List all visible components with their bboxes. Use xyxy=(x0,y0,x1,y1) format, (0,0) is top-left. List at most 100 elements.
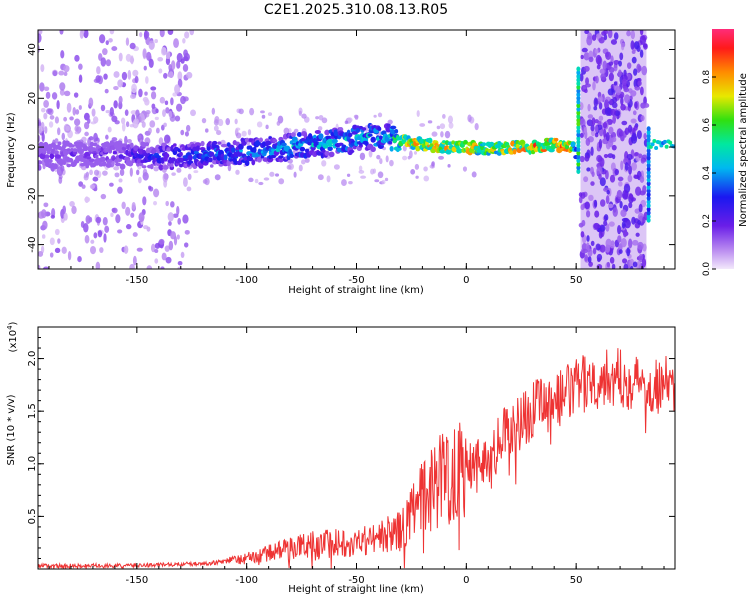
noise-blob xyxy=(583,52,590,61)
ridge-cell xyxy=(121,146,127,151)
noise-blob xyxy=(606,261,611,268)
noise-blob xyxy=(248,177,254,183)
ridge-cell xyxy=(138,162,144,167)
noise-blob xyxy=(78,105,82,110)
noise-blob xyxy=(471,171,477,178)
noise-blob xyxy=(597,257,601,263)
ridge-cell xyxy=(47,162,54,169)
ridge-cell xyxy=(194,142,202,148)
y-tick-label: -20 xyxy=(27,188,38,204)
noise-blob xyxy=(620,160,624,171)
ridge-cell xyxy=(576,106,581,112)
noise-blob xyxy=(132,255,137,266)
ridge-cell xyxy=(243,156,248,161)
noise-blob xyxy=(594,124,599,133)
noise-blob xyxy=(622,189,629,200)
noise-blob xyxy=(65,125,70,132)
ridge-cell xyxy=(220,143,228,148)
ridge-cell xyxy=(338,142,344,146)
noise-blob xyxy=(275,173,280,177)
noise-blob xyxy=(225,118,231,126)
snr-scale-label: (x104) xyxy=(6,321,19,352)
noise-blob xyxy=(105,40,109,46)
noise-blob xyxy=(114,172,120,178)
noise-blob xyxy=(621,120,628,126)
noise-blob xyxy=(628,165,632,175)
ridge-cell xyxy=(251,159,256,166)
noise-blob xyxy=(125,224,132,230)
noise-blob xyxy=(167,212,174,222)
noise-blob xyxy=(580,231,585,238)
ridge-cell xyxy=(137,153,145,159)
noise-blob xyxy=(619,52,624,61)
noise-blob xyxy=(146,265,153,269)
noise-blob xyxy=(267,112,273,116)
noise-blob xyxy=(97,230,103,238)
noise-blob xyxy=(599,224,606,232)
noise-blob xyxy=(624,219,631,229)
noise-blob xyxy=(620,209,627,217)
ridge-cell xyxy=(258,137,264,143)
noise-blob xyxy=(102,170,108,176)
noise-blob xyxy=(605,244,611,253)
ridge-cell xyxy=(576,132,581,138)
ridge-cell xyxy=(206,146,211,151)
ridge-cell xyxy=(88,158,95,163)
noise-blob xyxy=(603,214,609,221)
ridge-cell xyxy=(576,81,581,87)
ridge-cell xyxy=(396,147,402,151)
noise-blob xyxy=(613,81,618,86)
noise-blob xyxy=(131,201,136,210)
noise-blob xyxy=(43,266,50,269)
noise-blob xyxy=(115,214,121,224)
ridge-cell xyxy=(646,170,651,176)
noise-blob xyxy=(623,263,629,269)
ridge-cell xyxy=(576,154,581,160)
noise-blob xyxy=(617,69,622,78)
ridge-cell xyxy=(239,148,243,153)
noise-blob xyxy=(448,122,454,129)
noise-blob xyxy=(211,107,216,115)
ridge-cell xyxy=(512,148,517,155)
ridge-cell xyxy=(99,156,106,163)
noise-blob xyxy=(579,155,585,163)
ridge-cell xyxy=(576,117,581,123)
noise-blob xyxy=(598,36,605,44)
noise-blob xyxy=(93,232,98,239)
noise-blob xyxy=(260,110,265,114)
noise-blob xyxy=(105,59,112,67)
noise-blob xyxy=(384,177,389,182)
noise-blob xyxy=(74,54,80,62)
noise-blob xyxy=(444,130,451,139)
noise-blob xyxy=(163,134,171,144)
noise-blob xyxy=(173,38,179,49)
noise-blob xyxy=(132,232,138,237)
noise-blob xyxy=(341,179,347,187)
noise-blob xyxy=(50,214,56,219)
noise-blob xyxy=(598,115,604,121)
noise-blob xyxy=(387,119,393,125)
noise-blob xyxy=(637,220,641,225)
noise-blob xyxy=(107,126,112,133)
noise-blob xyxy=(168,71,174,78)
noise-blob xyxy=(618,60,622,67)
noise-blob xyxy=(49,237,55,246)
noise-blob xyxy=(637,80,642,86)
noise-blob xyxy=(111,207,116,213)
noise-blob xyxy=(63,90,71,97)
noise-blob xyxy=(643,43,648,50)
noise-blob xyxy=(585,77,589,86)
noise-blob xyxy=(269,171,275,177)
noise-blob xyxy=(158,137,164,145)
noise-blob xyxy=(621,78,627,86)
noise-blob xyxy=(587,248,593,257)
ridge-cell xyxy=(392,139,398,144)
ridge-cell xyxy=(312,134,317,140)
noise-blob xyxy=(84,196,91,203)
noise-blob xyxy=(54,116,60,124)
noise-blob xyxy=(118,52,123,62)
ridge-cell xyxy=(62,160,67,166)
noise-blob xyxy=(214,174,221,181)
ridge-cell xyxy=(327,146,333,152)
noise-blob xyxy=(467,114,472,123)
